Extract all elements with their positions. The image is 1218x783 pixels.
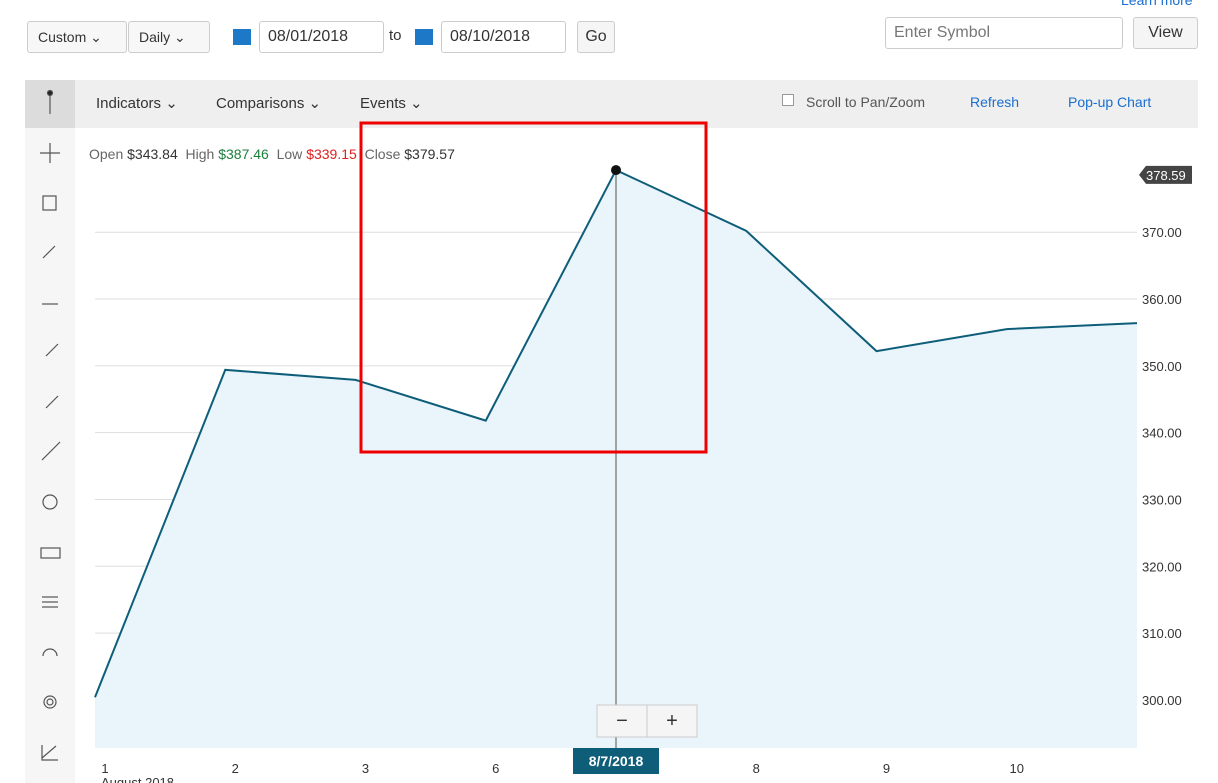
high-label: High	[185, 146, 215, 162]
x-tick-label: 2	[232, 761, 239, 776]
chart-toolbar	[25, 80, 1198, 128]
y-tick-label: 310.00	[1142, 626, 1182, 641]
y-tick-label: 370.00	[1142, 225, 1182, 240]
y-tick-label: 350.00	[1142, 359, 1182, 374]
open-label: Open	[89, 146, 124, 162]
crosshair-dot	[611, 165, 621, 176]
zoom-controls	[596, 704, 698, 738]
x-tick-label: 7	[622, 761, 629, 776]
zoom-in[interactable]: +	[666, 710, 678, 732]
indicators-menu[interactable]: Indicators ⌄	[96, 95, 178, 112]
range-text: Custom	[38, 29, 87, 45]
comparisons-text: Comparisons	[216, 95, 305, 112]
y-tick-label: 330.00	[1142, 492, 1182, 507]
crosshair-tag	[573, 748, 659, 774]
range-select[interactable]: Custom ⌄	[27, 21, 127, 53]
y-tick-label: 300.00	[1142, 693, 1182, 708]
line	[94, 168, 1138, 698]
popup-link[interactable]: Pop-up Chart	[1068, 94, 1152, 110]
pan-checkbox[interactable]	[782, 94, 794, 106]
to-text: to	[389, 27, 402, 44]
quote-line: Open $343.84 High $387.46 Low $339.15 Cl…	[89, 146, 455, 162]
area	[95, 170, 1137, 748]
interval-text: Daily	[139, 29, 171, 45]
highlight-box	[359, 121, 708, 454]
learn-more[interactable]: Learn more	[1121, 0, 1193, 8]
scroll-label: Scroll to Pan/Zoom	[806, 94, 926, 110]
y-tick-label: 320.00	[1142, 559, 1182, 574]
y-tick-label: 340.00	[1142, 426, 1182, 441]
price-tag-label: 378.59	[1146, 168, 1186, 183]
crosshair-label: 8/7/2018	[589, 753, 644, 769]
comparisons-menu[interactable]: Comparisons ⌄	[216, 95, 322, 112]
price-tag	[1139, 165, 1192, 184]
end-date[interactable]: 08/10/2018	[441, 21, 566, 53]
high-value: $387.46	[218, 146, 269, 162]
plot: 300.00 310.00 320.00 330.00 340.00 350.00 360.…	[94, 165, 1192, 783]
open-value: $343.84	[127, 146, 178, 162]
x-tick-label: 1	[101, 761, 108, 776]
close-value: $379.57	[404, 146, 455, 162]
x-caption: August 2018	[101, 775, 174, 783]
calendar-icon[interactable]	[233, 29, 251, 45]
events-text: Events	[360, 95, 406, 112]
zoom-out[interactable]: −	[616, 710, 628, 732]
symbol-input[interactable]: Enter Symbol	[885, 17, 1123, 49]
x-tick-label: 8	[753, 761, 760, 776]
interval-select[interactable]: Daily ⌄	[128, 21, 210, 53]
indicators-text: Indicators	[96, 95, 162, 112]
low-label: Low	[276, 146, 303, 162]
refresh-link[interactable]: Refresh	[970, 94, 1020, 110]
calendar-icon[interactable]	[415, 29, 433, 45]
x-tick-label: 6	[492, 761, 499, 776]
view-button[interactable]: View	[1133, 17, 1198, 49]
x-tick-label: 10	[1010, 761, 1024, 776]
tool-selected[interactable]	[25, 80, 75, 128]
x-tick-label: 9	[883, 761, 890, 776]
go-button[interactable]: Go	[577, 21, 615, 53]
tool-column	[25, 128, 75, 783]
x-tick-label: 3	[362, 761, 369, 776]
low-value: $339.15	[306, 146, 357, 162]
start-date[interactable]: 08/01/2018	[259, 21, 384, 53]
y-tick-label: 360.00	[1142, 292, 1182, 307]
events-menu[interactable]: Events ⌄	[360, 95, 423, 112]
close-label: Close	[364, 146, 401, 162]
